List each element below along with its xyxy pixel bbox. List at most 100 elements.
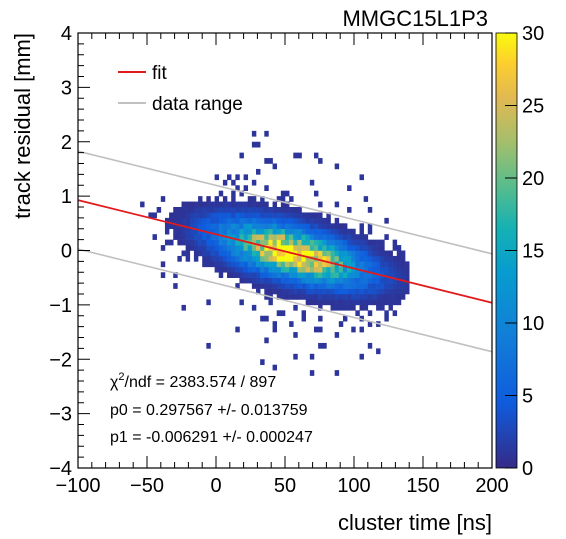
heatmap-cell: [388, 283, 393, 289]
heatmap-cell: [289, 294, 294, 300]
heatmap-cell: [239, 217, 244, 224]
heatmap-cell: [297, 261, 302, 268]
heatmap-cell: [338, 234, 344, 240]
heatmap-cell: [276, 288, 282, 295]
heatmap-cell: [268, 283, 273, 289]
heatmap-cell: [305, 261, 311, 268]
heatmap-cell: [293, 212, 298, 219]
heatmap-cell: [160, 245, 166, 251]
heatmap-cell: [227, 207, 232, 213]
heatmap-cell: [276, 272, 282, 278]
colorbar-tick-label: 5: [522, 386, 533, 408]
heatmap-cell: [276, 261, 282, 268]
colorbar: 0 5 10 15 20 25 30: [495, 23, 544, 480]
heatmap-cell: [396, 294, 402, 300]
heatmap-cell: [405, 277, 410, 284]
heatmap-cell: [243, 223, 249, 230]
heatmap-cell: [367, 299, 373, 306]
heatmap-cell: [359, 261, 364, 268]
heatmap-cell: [367, 207, 373, 213]
heatmap-cell: [342, 255, 348, 262]
heatmap-cell: [330, 294, 335, 300]
heatmap-cell: [247, 196, 253, 202]
heatmap-cell: [380, 299, 385, 306]
heatmap-cell: [326, 288, 331, 295]
heatmap-cell: [206, 342, 211, 349]
heatmap-cell: [347, 228, 352, 235]
heatmap-cell: [318, 228, 323, 235]
heatmap-cell: [334, 239, 340, 246]
heatmap-cell: [334, 223, 340, 230]
heatmap-cell: [318, 245, 323, 251]
heatmap-cell: [380, 255, 385, 262]
heatmap-cell: [280, 212, 286, 219]
x-axis-ticks: −100 −50 0 50 100 150 200: [55, 33, 509, 497]
heatmap-cell: [313, 228, 319, 235]
heatmap-cell: [272, 207, 278, 213]
heatmap-cell: [231, 255, 236, 262]
heatmap-cell: [214, 223, 220, 230]
heatmap-cell: [305, 277, 311, 284]
heatmap-cell: [260, 228, 265, 235]
heatmap-cell: [309, 245, 315, 251]
heatmap-cell: [330, 250, 335, 257]
heatmap-cell: [285, 239, 290, 246]
heatmap-cell: [280, 255, 286, 262]
heatmap-cell: [198, 201, 203, 208]
heatmap-cell: [359, 174, 364, 181]
heatmap-cell: [222, 245, 228, 251]
heatmap-cell: [264, 130, 269, 137]
heatmap-cell: [371, 288, 377, 295]
heatmap-cell: [301, 223, 306, 230]
heatmap-cell: [334, 217, 340, 224]
heatmap-cell: [189, 201, 195, 208]
heatmap-cell: [280, 217, 286, 224]
heatmap-cell: [177, 207, 182, 213]
heatmap-cell: [251, 228, 257, 235]
heatmap-cell: [380, 239, 385, 246]
heatmap-cell: [214, 201, 220, 208]
heatmap-cell: [376, 277, 381, 284]
heatmap-cell: [355, 310, 360, 317]
heatmap-cell: [264, 255, 269, 262]
heatmap-cell: [359, 288, 364, 295]
heatmap-cell: [251, 130, 257, 137]
heatmap-cell: [334, 272, 340, 278]
heatmap-cell: [268, 266, 273, 273]
heatmap-cell: [380, 304, 385, 311]
data-range-upper: [77, 150, 493, 255]
heatmap-cell: [322, 272, 327, 278]
heatmap-cell: [210, 245, 215, 251]
heatmap-cell: [301, 288, 306, 295]
heatmap-cell: [256, 201, 261, 208]
heatmap-cell: [342, 283, 348, 289]
heatmap-cell: [326, 239, 331, 246]
heatmap-cell: [289, 255, 294, 262]
heatmap-cell: [198, 212, 203, 219]
heatmap-cell: [169, 239, 174, 246]
heatmap-cell: [301, 283, 306, 289]
heatmap-cell: [347, 239, 352, 246]
heatmap-cell: [268, 299, 273, 306]
heatmap-cell: [297, 234, 302, 240]
heatmap-cell: [322, 255, 327, 262]
heatmap-cell: [164, 217, 170, 224]
heatmap-cell: [198, 207, 203, 213]
heatmap-cell: [330, 234, 335, 240]
heatmap-cell: [285, 245, 290, 251]
heatmap-cell: [256, 234, 261, 240]
heatmap-cell: [371, 261, 377, 268]
heatmap-cell: [202, 201, 207, 208]
heatmap-cell: [384, 288, 389, 295]
heatmap-cell: [363, 245, 369, 251]
heatmap-cell: [276, 223, 282, 230]
heatmap-cell: [293, 304, 298, 311]
heatmap-cell: [239, 272, 244, 278]
heatmap-cell: [330, 299, 335, 306]
heatmap-cell: [301, 255, 306, 262]
heatmap-cell: [347, 266, 352, 273]
heatmap-cell: [289, 261, 294, 268]
heatmap-cell: [218, 266, 224, 273]
heatmap-cell: [227, 250, 232, 257]
heatmap-cell: [313, 277, 319, 284]
